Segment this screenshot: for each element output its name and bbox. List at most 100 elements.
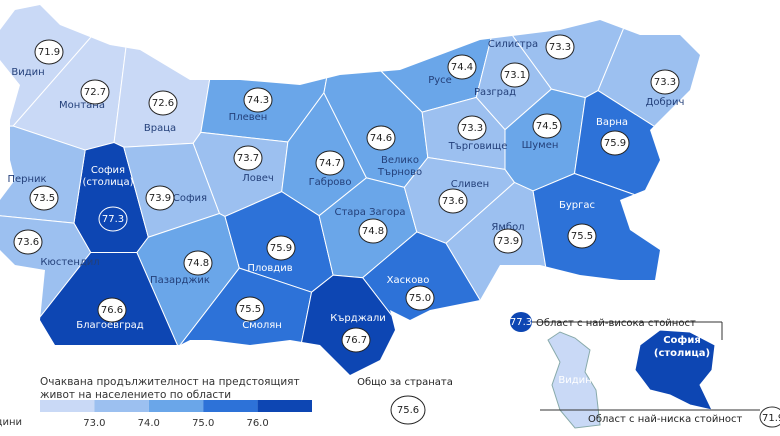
region-marker [366,125,396,151]
total-value: 75.6 [397,405,419,416]
region-name: Благоевград [76,320,144,331]
region-name: Монтана [59,100,105,111]
region-marker [447,54,477,80]
region-name: Добрич [646,97,685,108]
legend-swatch [94,400,149,412]
region-name: Варна [596,117,628,128]
legend-swatch [257,400,312,412]
region-marker [500,62,530,88]
region-value: 73.3 [549,42,571,53]
region-name: Враца [144,123,176,134]
region-marker [438,188,468,214]
region-name-line: Велико [381,155,419,166]
legend-unit: години [0,417,22,428]
region-name: Видин [11,67,44,78]
region-marker [13,229,43,255]
region-name: Пловдив [247,263,292,274]
region-value: 75.5 [571,231,593,242]
region-value: 73.6 [17,237,39,248]
region-marker [80,79,110,105]
region-value: 73.1 [504,70,526,81]
region-name: Ямбол [491,222,524,233]
region-value: 73.9 [149,193,171,204]
region-name: София (столица) [82,165,133,188]
region-value: 73.3 [461,123,483,134]
region-value: 74.6 [370,133,392,144]
legend-title: Очаквана продължителност на предстоящият… [40,376,300,401]
region-name-line: Търново [377,167,422,178]
region-value: 74.4 [451,62,473,73]
total-marker [390,395,426,425]
region-value: 72.6 [152,98,174,109]
region-name: Разград [474,87,516,98]
region-name: Перник [7,174,46,185]
region-marker [243,87,273,113]
region-value: 73.5 [33,193,55,204]
highest-value: 77.3 [510,317,532,328]
region-name: Русе [428,75,452,86]
legend-swatch [40,400,95,412]
region-marker [405,285,435,311]
region-value: 74.7 [319,158,341,169]
region-name: Хасково [387,275,430,286]
region-marker [315,150,345,176]
region-value: 73.9 [497,236,519,247]
legend: 73.0 74.0 75.0 76.0 [40,400,312,429]
lowest-marker [759,406,780,428]
region-marker [567,223,597,249]
region-value: 73.7 [237,153,259,164]
legend-swatch [203,400,258,412]
lowest-value: 71.9 [762,413,780,424]
region-marker [266,235,296,261]
region-value: 75.0 [409,293,431,304]
region-marker [183,250,213,276]
region-value: 76.7 [345,335,367,346]
region-value: 77.3 [102,214,124,225]
inset-sofia-line: София [663,334,701,346]
region-marker [29,185,59,211]
legend-tick-label: 75.0 [192,418,214,429]
region-name: Плевен [229,112,268,123]
highest-label: Област с най-висока стойност [536,318,696,329]
region-value: 75.9 [604,138,626,149]
region-value: 74.8 [362,226,384,237]
region-name: Габрово [309,177,352,188]
region-marker [341,327,371,353]
region-marker [235,296,265,322]
inset-vidin-label: Видин [558,375,591,386]
region-marker [545,34,575,60]
region-name: Велико Търново [377,155,422,178]
region-value: 73.3 [654,77,676,88]
legend-swatch [148,400,204,412]
region-marker [358,218,388,244]
region-name: Стара Загора [335,207,406,218]
region-marker [34,39,64,65]
region-marker [145,185,175,211]
region-value: 74.5 [536,121,558,132]
region-name: София [173,193,207,204]
region-marker [493,228,523,254]
region-value: 72.7 [84,87,106,98]
region-marker [148,90,178,116]
region-name: Смолян [242,320,282,331]
region-name: Шумен [522,140,559,151]
region-name: Бургас [559,200,595,211]
legend-tick-label: 73.0 [83,418,105,429]
region-name: Силистра [488,39,538,50]
region-marker [98,206,128,232]
region-name: Сливен [451,179,489,190]
legend-tick-label: 76.0 [246,418,268,429]
region-name: Кърджали [330,313,385,324]
region-name: Търговище [448,141,508,152]
region-value: 76.6 [101,305,123,316]
region-name: Ловеч [242,173,274,184]
region-marker [233,145,263,171]
region-value: 75.9 [270,243,292,254]
region-name: Кюстендил [40,257,99,268]
total-label: Общо за страната [357,377,453,388]
inset-sofia-shape [634,329,716,411]
region-value: 74.3 [247,95,269,106]
region-marker [650,69,680,95]
